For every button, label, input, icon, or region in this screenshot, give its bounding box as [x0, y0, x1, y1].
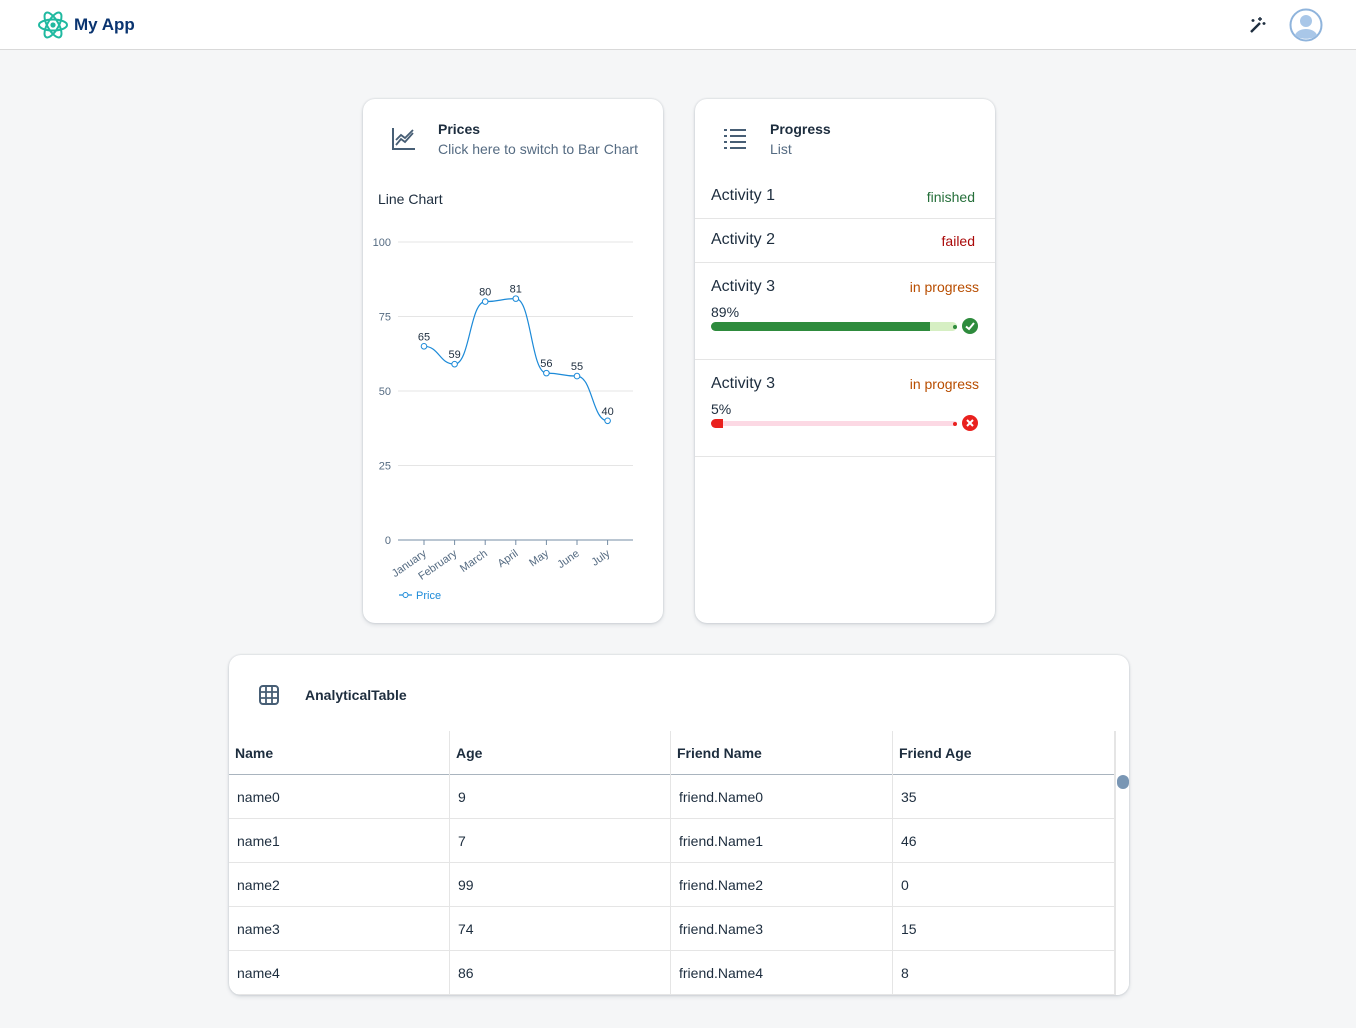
x-tick-label: March [458, 548, 490, 575]
table-cell: name4 [229, 951, 450, 995]
item-status: finished [926, 189, 975, 205]
data-point [604, 417, 611, 425]
scrollbar-thumb[interactable] [1117, 775, 1129, 789]
data-label: 65 [418, 331, 430, 343]
x-tick-label: May [527, 547, 551, 569]
progress-track [711, 322, 957, 331]
data-point [512, 295, 520, 302]
table-cell: 86 [450, 951, 671, 995]
data-point [543, 369, 550, 377]
chart-icon [392, 128, 415, 150]
item-name: Activity 2 [711, 231, 776, 248]
app-title[interactable]: My App [74, 15, 135, 34]
table-cell: 15 [893, 907, 1115, 951]
column-header[interactable]: Friend Age [893, 731, 1115, 775]
chart-title: Line Chart [378, 191, 443, 207]
progress-fill [711, 322, 930, 331]
y-tick-label: 25 [379, 461, 391, 473]
data-point [420, 343, 428, 350]
data-point [451, 360, 458, 368]
list-item[interactable]: Activity 3 in progress 89% [695, 263, 995, 360]
table-cell: 99 [450, 863, 671, 907]
table-cell: 35 [893, 775, 1115, 819]
table-cell: 8 [893, 951, 1115, 995]
data-label: 55 [571, 361, 583, 373]
list-item[interactable]: Activity 3 in progress 5% [695, 360, 995, 457]
table-icon [259, 685, 279, 705]
table-cell: friend.Name3 [671, 907, 893, 951]
y-tick-label: 50 [379, 386, 391, 398]
data-label: 40 [601, 406, 613, 418]
table-card: AnalyticalTable Name Age Friend Name Friend… [229, 655, 1129, 995]
item-status: in progress [909, 376, 979, 392]
scrollbar[interactable] [1115, 731, 1129, 995]
table-cell: friend.Name4 [671, 951, 893, 995]
progress-fill [711, 419, 724, 428]
x-tick-label: April [496, 548, 521, 570]
card-title: Progress [770, 121, 831, 137]
data-label: 81 [510, 284, 522, 296]
column-header[interactable]: Name [229, 731, 450, 775]
table-cell: friend.Name0 [671, 775, 893, 819]
item-name: Activity 1 [711, 187, 776, 204]
y-tick-label: 100 [373, 237, 391, 249]
legend-marker [402, 592, 409, 598]
table-cell: name3 [229, 907, 450, 951]
progress-label: 89% [711, 304, 740, 320]
data-label: 56 [540, 358, 552, 370]
x-tick-label: June [555, 548, 581, 572]
card-subtitle: List [770, 141, 792, 157]
card-title: AnalyticalTable [305, 687, 407, 703]
table-cell: 46 [893, 819, 1115, 863]
card-title[interactable]: Prices [438, 121, 481, 137]
x-tick-label: July [589, 547, 612, 568]
progress-card: Progress List Activity 1 finished Activi… [695, 99, 995, 623]
table-cell: 74 [450, 907, 671, 951]
column-header[interactable]: Age [450, 731, 671, 775]
item-status: failed [941, 233, 975, 249]
progress-label: 5% [711, 401, 732, 417]
card-subtitle[interactable]: Click here to switch to Bar Chart [438, 141, 638, 157]
success-icon [962, 318, 978, 334]
data-point [481, 298, 489, 305]
list-item[interactable]: Activity 1 finished [695, 179, 995, 219]
header-border [229, 774, 1115, 775]
table-cell: friend.Name1 [671, 819, 893, 863]
legend-label: Price [416, 590, 441, 602]
data-label: 59 [448, 349, 460, 361]
table-cell: name1 [229, 819, 450, 863]
data-label: 80 [479, 287, 491, 299]
logo[interactable] [37, 10, 69, 40]
y-tick-label: 0 [385, 535, 391, 547]
table-cell: name2 [229, 863, 450, 907]
table-cell: 0 [893, 863, 1115, 907]
list-item[interactable]: Activity 2 failed [695, 219, 995, 263]
item-name: Activity 3 [711, 278, 776, 295]
table-cell: friend.Name2 [671, 863, 893, 907]
progress-track [711, 419, 957, 428]
prices-card: Prices Click here to switch to Bar Chart… [363, 99, 663, 623]
item-name: Activity 3 [711, 375, 776, 392]
error-icon [962, 415, 978, 431]
table-cell: 9 [450, 775, 671, 819]
analytical-table: Name Age Friend Name Friend Age name0 9 friend… [229, 731, 1129, 995]
progress-end [953, 421, 957, 426]
avatar[interactable] [1289, 8, 1323, 42]
theme-button[interactable] [1249, 16, 1267, 34]
progress-end [953, 324, 957, 329]
list-icon [724, 129, 746, 149]
y-tick-label: 75 [379, 312, 391, 324]
item-status: in progress [909, 279, 979, 295]
shell-bar: My App [0, 0, 1356, 50]
column-header[interactable]: Friend Name [671, 731, 893, 775]
table-cell: name0 [229, 775, 450, 819]
data-point [573, 372, 581, 380]
table-cell: 7 [450, 819, 671, 863]
